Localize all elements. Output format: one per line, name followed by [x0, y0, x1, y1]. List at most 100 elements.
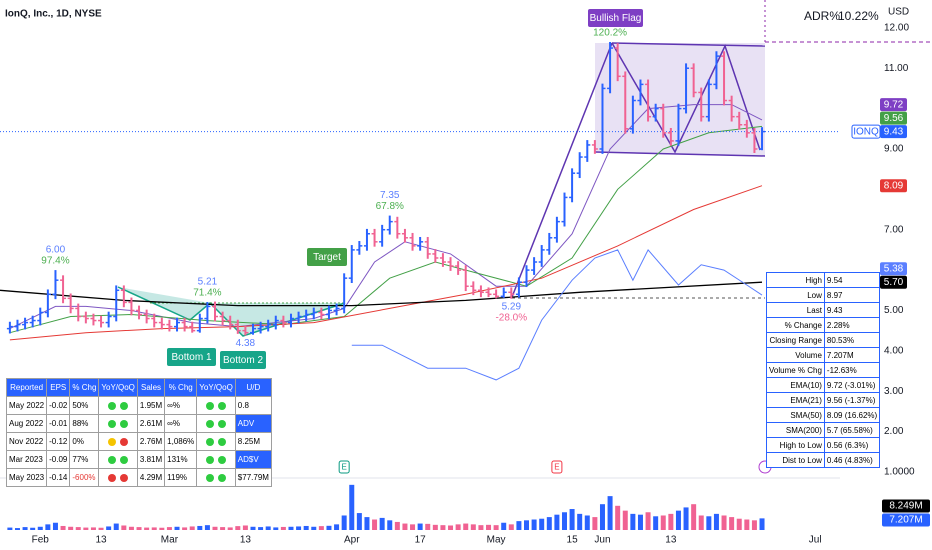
cell: 131%	[164, 450, 198, 469]
ohlc-bar	[181, 317, 188, 332]
volume-bar	[599, 504, 605, 530]
volume-bar	[349, 484, 355, 530]
volume-bar	[379, 517, 385, 530]
status-dot	[218, 473, 227, 482]
volume-bar	[182, 527, 188, 530]
cell: $77.79M	[234, 468, 272, 487]
ohlc-bar	[212, 301, 219, 322]
volume-bar	[691, 504, 697, 530]
header-cell: % Chg	[69, 378, 100, 397]
label: % Change	[766, 317, 825, 333]
row: EMA(21) 9.56 (-1.37%)	[766, 392, 881, 408]
volume-bar	[121, 525, 127, 530]
cell: ∞%	[164, 396, 198, 415]
status-dot	[108, 473, 117, 482]
ohlc-bar	[204, 301, 211, 324]
ohlc-bar	[143, 309, 150, 324]
price-label-box	[880, 262, 907, 276]
row: Dist to Low 0.46 (4.83%)	[766, 452, 881, 468]
pattern-label-box	[307, 248, 347, 266]
cell: 50%	[69, 396, 100, 415]
ohlc-bar	[29, 315, 36, 328]
dots-cell	[98, 414, 138, 433]
volume-bar	[106, 526, 112, 530]
status-dot	[206, 419, 215, 428]
volume-bar	[569, 509, 575, 530]
cell: 88%	[69, 414, 100, 433]
cell: 3.81M	[136, 450, 166, 469]
value: 0.56 (6.3%)	[823, 437, 881, 453]
volume-bar	[622, 510, 628, 530]
volume-bar	[759, 518, 765, 530]
value: 7.207M	[823, 347, 881, 363]
volume-bar	[402, 523, 408, 530]
ohlc-bar	[553, 216, 560, 243]
price-label: 5.70	[884, 277, 904, 288]
ohlc-bar	[90, 313, 97, 326]
earnings-table: Reported EPS% Chg YoY/QoQ Sales% Chg YoY/QoQ…	[5, 378, 272, 487]
y-tick-label: 4.00	[884, 345, 904, 356]
ohlc-bar	[105, 311, 112, 328]
volume-bar	[387, 520, 393, 530]
dots-cell	[98, 450, 138, 469]
ohlc-bar	[667, 127, 674, 146]
ohlc-bar	[728, 95, 735, 122]
volume-bar	[721, 515, 727, 530]
volume-bar	[372, 519, 378, 530]
indicator-line	[9, 185, 763, 341]
ohlc-bar	[652, 103, 659, 122]
value: 9.56 (-1.37%)	[823, 392, 881, 408]
cell: ADV	[234, 414, 272, 433]
volume-bar	[630, 513, 636, 530]
value: 80.53%	[823, 332, 881, 348]
status-dot	[108, 437, 117, 446]
ohlc-bar	[196, 313, 203, 333]
volume-bar	[151, 527, 157, 530]
status-dot	[120, 419, 129, 428]
volume-bar	[30, 527, 36, 530]
bottom-zone	[210, 303, 345, 336]
price-label-box	[880, 111, 907, 125]
volume-bar	[486, 524, 492, 530]
status-dot	[108, 455, 117, 464]
dots-cell	[196, 450, 236, 469]
row: Closing Range 80.53%	[766, 332, 881, 348]
volume-label: 8.249M	[889, 501, 922, 512]
drawings	[0, 0, 932, 479]
pattern-label-box	[220, 351, 266, 369]
annotation-pct: -28.0%	[495, 312, 527, 323]
x-tick-label: Apr	[344, 535, 360, 546]
row: % Change 2.28%	[766, 317, 881, 333]
event-label: E	[341, 463, 346, 472]
volume-bar	[250, 526, 256, 530]
ohlc-bar	[333, 303, 340, 316]
ohlc-bar	[325, 305, 332, 320]
volume-bar	[45, 524, 51, 530]
y-tick-label: 2.00	[884, 426, 904, 437]
volume-bar	[52, 522, 58, 530]
header-cell: Reported	[5, 378, 48, 397]
cell: May 2023	[5, 468, 48, 487]
row: High to Low 0.56 (6.3%)	[766, 437, 881, 453]
event-label: E	[554, 463, 559, 472]
ohlc-bar	[52, 270, 59, 300]
annotation-pct: 97.4%	[41, 256, 69, 267]
volume-bar	[235, 526, 241, 530]
label: Last	[766, 302, 825, 318]
volume-bar	[144, 527, 150, 530]
annotation-price: 6.00	[46, 245, 66, 256]
ohlc-bar	[82, 311, 89, 324]
ohlc-bar	[439, 253, 446, 267]
status-dot	[108, 401, 117, 410]
volume-bar	[660, 515, 666, 530]
volume-bar	[288, 526, 294, 530]
row: Volume % Chg -12.63%	[766, 362, 881, 378]
status-dot	[218, 437, 227, 446]
ohlc-bar	[546, 232, 553, 255]
adr-label: ADR%	[804, 9, 840, 23]
volume-bar	[524, 520, 530, 530]
price-label-box	[880, 98, 907, 112]
x-tick-label: 17	[415, 535, 427, 546]
value: 5.7 (65.58%)	[823, 422, 881, 438]
annotation-price: 5.29	[502, 301, 522, 312]
